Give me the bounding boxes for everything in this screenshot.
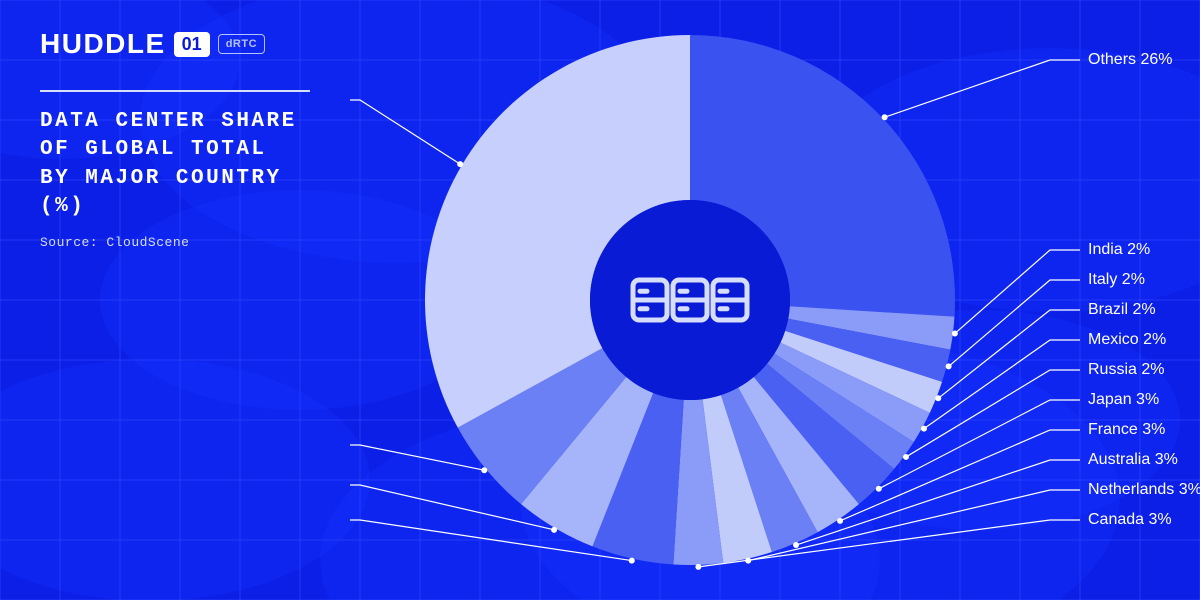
title-block: DATA CENTER SHAREOF GLOBAL TOTALBY MAJOR…: [40, 90, 340, 250]
leader-dot: [457, 161, 463, 167]
brand-logo: HUDDLE 01 dRTC: [40, 28, 265, 60]
slice-label: Mexico 2%: [1088, 331, 1166, 348]
title-rule: [40, 90, 310, 92]
logo-word: HUDDLE: [40, 28, 166, 60]
slice-label: Canada 3%: [1088, 511, 1172, 528]
leader-dot: [793, 542, 799, 548]
slice-label: Brazil 2%: [1088, 301, 1156, 318]
logo-tag: dRTC: [218, 34, 265, 54]
source-attribution: Source: CloudScene: [40, 235, 340, 250]
slice-label: Japan 3%: [1088, 391, 1159, 408]
leader-line: [885, 60, 1080, 117]
donut-chart: Others 26% India 2% Italy 2% Brazil 2% Mexic…: [350, 0, 1200, 600]
logo-badge: 01: [174, 32, 210, 57]
leader-line: [938, 310, 1080, 398]
slice-label: Australia 3%: [1088, 451, 1178, 468]
slice-label: France 3%: [1088, 421, 1165, 438]
chart-title: DATA CENTER SHAREOF GLOBAL TOTALBY MAJOR…: [40, 108, 340, 221]
leader-line: [350, 445, 484, 470]
leader-line: [949, 280, 1080, 366]
leader-line: [955, 250, 1080, 333]
leader-line: [350, 100, 460, 164]
slice-label: Russia 2%: [1088, 361, 1164, 378]
slice-label: Others 26%: [1088, 51, 1172, 68]
slice-label: Italy 2%: [1088, 271, 1145, 288]
slice-label: Netherlands 3%: [1088, 481, 1200, 498]
slice-label: India 2%: [1088, 241, 1150, 258]
